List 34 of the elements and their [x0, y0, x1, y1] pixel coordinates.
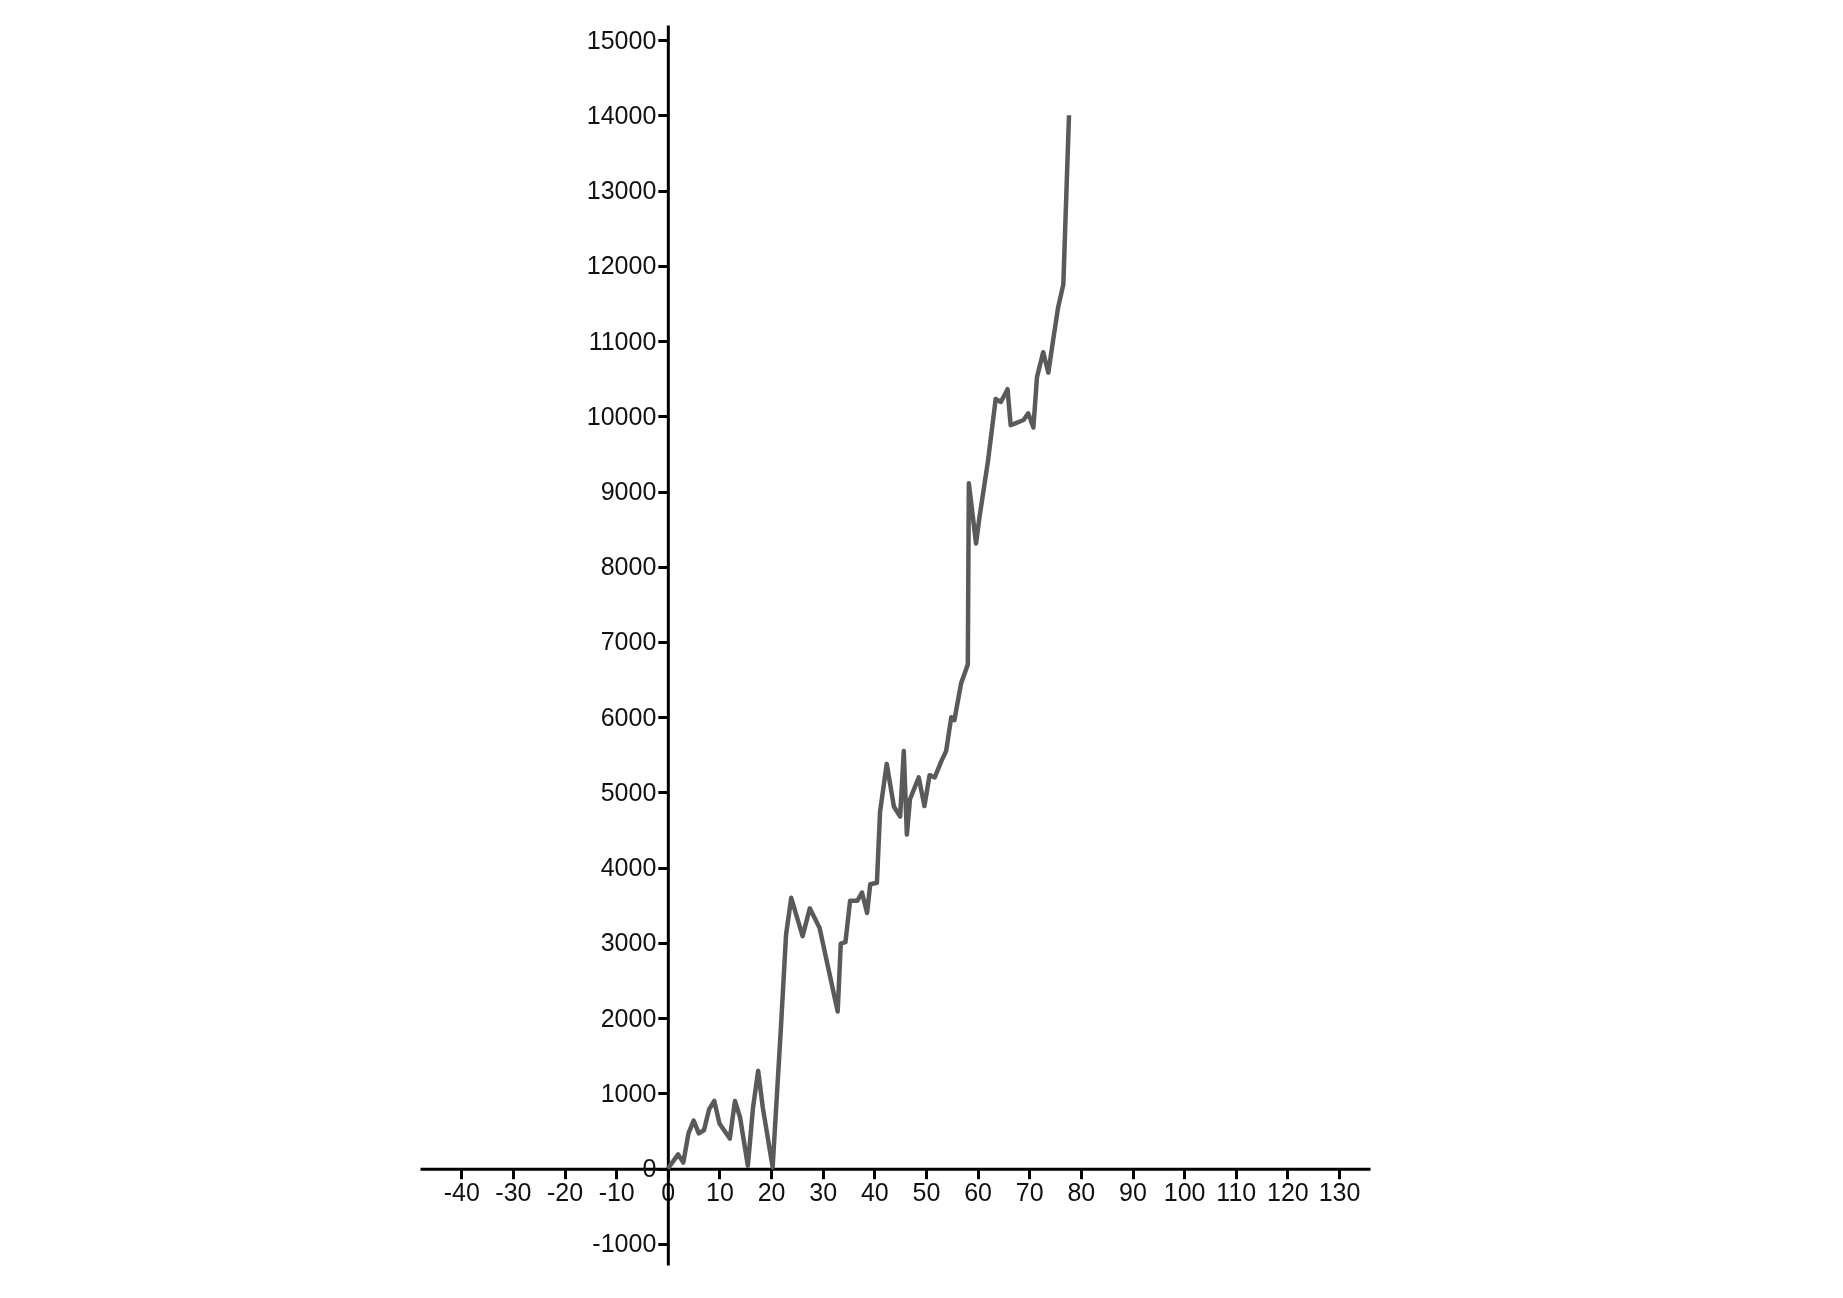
y-tick-label: 7000	[600, 627, 657, 656]
x-tick-label: -10	[598, 1178, 635, 1207]
y-tick-label: -1000	[592, 1229, 657, 1258]
y-tick-label: 3000	[600, 928, 657, 957]
y-tick-label: 4000	[600, 853, 657, 882]
line-series	[665, 113, 1072, 1171]
x-tick-label: 130	[1318, 1178, 1361, 1207]
y-tick-label: 8000	[600, 552, 657, 581]
y-tick-label: 9000	[600, 477, 657, 505]
y-tick-label: 13000	[586, 176, 657, 205]
x-tick-label: 80	[1067, 1178, 1096, 1207]
x-tick-label: 50	[912, 1178, 941, 1207]
y-tick-label: 6000	[600, 702, 657, 731]
x-tick-label: 120	[1267, 1178, 1309, 1207]
x-tick-label: 110	[1216, 1178, 1257, 1207]
y-tick-label: 10000	[586, 401, 657, 430]
x-tick-label: 100	[1163, 1178, 1206, 1207]
y-tick-label: 1000	[600, 1078, 657, 1107]
x-tick-label: -30	[495, 1178, 532, 1207]
y-tick-label: 15000	[586, 25, 657, 54]
x-tick-label: 70	[1015, 1178, 1044, 1207]
y-tick-label: 12000	[586, 251, 657, 280]
x-tick-label: 90	[1119, 1178, 1147, 1207]
y-tick-label: 11000	[588, 326, 657, 355]
x-tick-label: -20	[546, 1178, 584, 1207]
y-tick-label: 14000	[586, 100, 657, 129]
x-tick-label: 20	[757, 1178, 786, 1207]
x-tick-label: 10	[706, 1178, 734, 1207]
y-tick-label: 2000	[600, 1003, 657, 1032]
x-tick-label: 30	[809, 1178, 838, 1207]
x-tick-label: 40	[860, 1178, 889, 1207]
x-tick-label: -40	[443, 1178, 480, 1207]
x-tick-label: 60	[964, 1178, 993, 1207]
y-tick-label: 5000	[600, 777, 657, 806]
